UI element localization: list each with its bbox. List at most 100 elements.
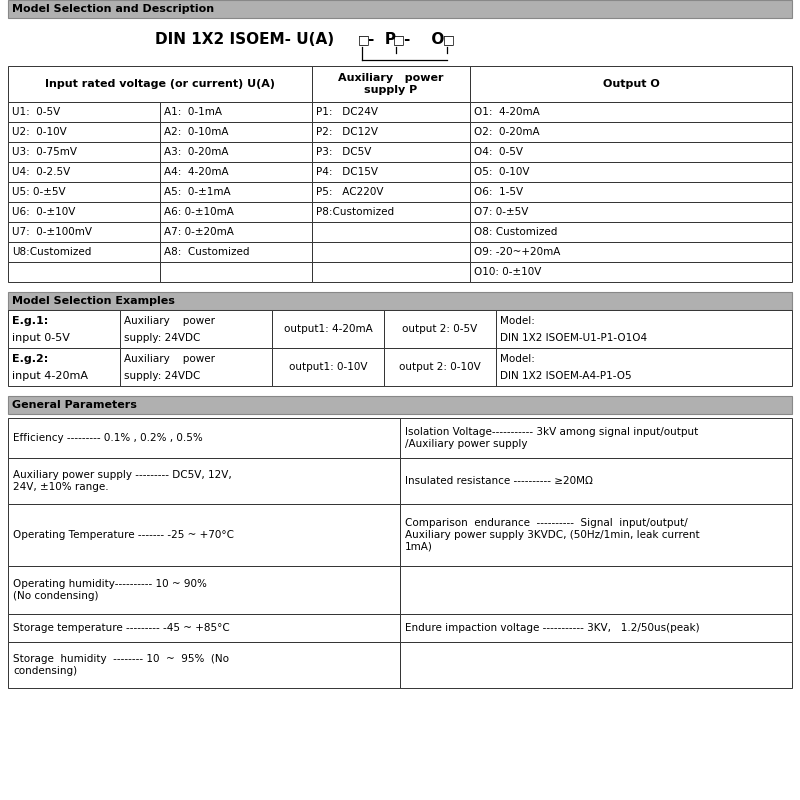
Bar [160, 122, 312, 142]
Bar [160, 202, 312, 222]
Text: input 4-20mA: input 4-20mA [12, 371, 88, 381]
Bar [400, 458, 792, 504]
Text: □: □ [443, 34, 454, 46]
Text: U2:  0-10V: U2: 0-10V [12, 127, 66, 137]
Text: A2:  0-10mA: A2: 0-10mA [164, 127, 229, 137]
Text: DIN 1X2 ISOEM- U(A): DIN 1X2 ISOEM- U(A) [155, 33, 334, 47]
Bar [470, 202, 792, 222]
Text: supply: 24VDC: supply: 24VDC [124, 371, 200, 381]
Text: A1:  0-1mA: A1: 0-1mA [164, 107, 222, 117]
Text: output1: 4-20mA: output1: 4-20mA [284, 324, 372, 334]
Bar [160, 162, 312, 182]
Text: O8: Customized: O8: Customized [474, 227, 558, 237]
Text: A5:  0-±1mA: A5: 0-±1mA [164, 187, 230, 197]
Bar [470, 142, 792, 162]
Bar [312, 122, 470, 142]
Bar [8, 242, 160, 262]
Text: □: □ [393, 34, 405, 46]
Bar [272, 348, 384, 386]
Text: U4:  0-2.5V: U4: 0-2.5V [12, 167, 70, 177]
Bar [470, 66, 792, 102]
Bar [160, 102, 312, 122]
Bar [312, 142, 470, 162]
Text: P4:   DC15V: P4: DC15V [316, 167, 378, 177]
Text: -    O: - O [404, 33, 444, 47]
Text: O6:  1-5V: O6: 1-5V [474, 187, 523, 197]
Bar [312, 102, 470, 122]
Text: U1:  0-5V: U1: 0-5V [12, 107, 60, 117]
Bar [8, 504, 400, 566]
Bar [400, 418, 792, 458]
Text: Input rated voltage (or current) U(A): Input rated voltage (or current) U(A) [45, 79, 275, 89]
Bar [400, 614, 792, 642]
Text: Auxiliary    power: Auxiliary power [124, 316, 215, 326]
Bar [8, 292, 792, 310]
Text: supply: 24VDC: supply: 24VDC [124, 333, 200, 343]
Text: O7: 0-±5V: O7: 0-±5V [474, 207, 528, 217]
Bar [8, 310, 120, 348]
Bar [8, 142, 160, 162]
Bar [160, 182, 312, 202]
Text: DIN 1X2 ISOEM-A4-P1-O5: DIN 1X2 ISOEM-A4-P1-O5 [500, 371, 632, 381]
Bar [312, 66, 470, 102]
Bar [312, 202, 470, 222]
Bar [470, 222, 792, 242]
Text: P8:Customized: P8:Customized [316, 207, 394, 217]
Text: Endure impaction voltage ----------- 3KV,   1.2/50us(peak): Endure impaction voltage ----------- 3KV… [405, 623, 700, 633]
Bar [8, 222, 160, 242]
Bar [8, 614, 400, 642]
Bar [470, 162, 792, 182]
Text: input 0-5V: input 0-5V [12, 333, 70, 343]
Bar [8, 262, 160, 282]
Bar [8, 0, 792, 18]
Bar [312, 242, 470, 262]
Text: U8:Customized: U8:Customized [12, 247, 91, 257]
Text: O4:  0-5V: O4: 0-5V [474, 147, 523, 157]
Text: A8:  Customized: A8: Customized [164, 247, 250, 257]
Bar [8, 348, 120, 386]
Text: -  P: - P [368, 33, 396, 47]
Bar [312, 222, 470, 242]
Bar [312, 182, 470, 202]
Text: O9: -20~+20mA: O9: -20~+20mA [474, 247, 560, 257]
Bar [8, 202, 160, 222]
Bar [400, 566, 792, 614]
Bar [400, 642, 792, 688]
Bar [384, 348, 496, 386]
Bar [8, 458, 400, 504]
Text: P5:   AC220V: P5: AC220V [316, 187, 383, 197]
Bar [160, 222, 312, 242]
Text: U5: 0-±5V: U5: 0-±5V [12, 187, 66, 197]
Text: output 2: 0-5V: output 2: 0-5V [402, 324, 478, 334]
Text: Operating humidity---------- 10 ~ 90%
(No condensing): Operating humidity---------- 10 ~ 90% (N… [13, 579, 207, 601]
Bar [120, 348, 272, 386]
Bar [8, 122, 160, 142]
Text: O2:  0-20mA: O2: 0-20mA [474, 127, 540, 137]
Text: Insulated resistance ---------- ≥20MΩ: Insulated resistance ---------- ≥20MΩ [405, 476, 593, 486]
Bar [8, 566, 400, 614]
Text: Auxiliary   power
supply P: Auxiliary power supply P [338, 74, 444, 94]
Text: O5:  0-10V: O5: 0-10V [474, 167, 530, 177]
Text: Output O: Output O [602, 79, 659, 89]
Text: DIN 1X2 ISOEM-U1-P1-O1O4: DIN 1X2 ISOEM-U1-P1-O1O4 [500, 333, 647, 343]
Bar [8, 182, 160, 202]
Bar [496, 310, 792, 348]
Text: General Parameters: General Parameters [12, 400, 137, 410]
Bar [8, 642, 400, 688]
Bar [8, 418, 400, 458]
Text: A3:  0-20mA: A3: 0-20mA [164, 147, 229, 157]
Bar [8, 102, 160, 122]
Bar [8, 66, 312, 102]
Bar [400, 504, 792, 566]
Text: Model Selection and Description: Model Selection and Description [12, 4, 214, 14]
Text: Storage  humidity  -------- 10  ~  95%  (No
condensing): Storage humidity -------- 10 ~ 95% (No c… [13, 654, 229, 676]
Text: Model:: Model: [500, 316, 535, 326]
Text: U7:  0-±100mV: U7: 0-±100mV [12, 227, 92, 237]
Text: U6:  0-±10V: U6: 0-±10V [12, 207, 75, 217]
Text: □: □ [358, 34, 370, 46]
Text: Efficiency --------- 0.1% , 0.2% , 0.5%: Efficiency --------- 0.1% , 0.2% , 0.5% [13, 433, 202, 443]
Text: O10: 0-±10V: O10: 0-±10V [474, 267, 542, 277]
Text: Storage temperature --------- -45 ~ +85°C: Storage temperature --------- -45 ~ +85°… [13, 623, 230, 633]
Bar [470, 102, 792, 122]
Text: A4:  4-20mA: A4: 4-20mA [164, 167, 229, 177]
